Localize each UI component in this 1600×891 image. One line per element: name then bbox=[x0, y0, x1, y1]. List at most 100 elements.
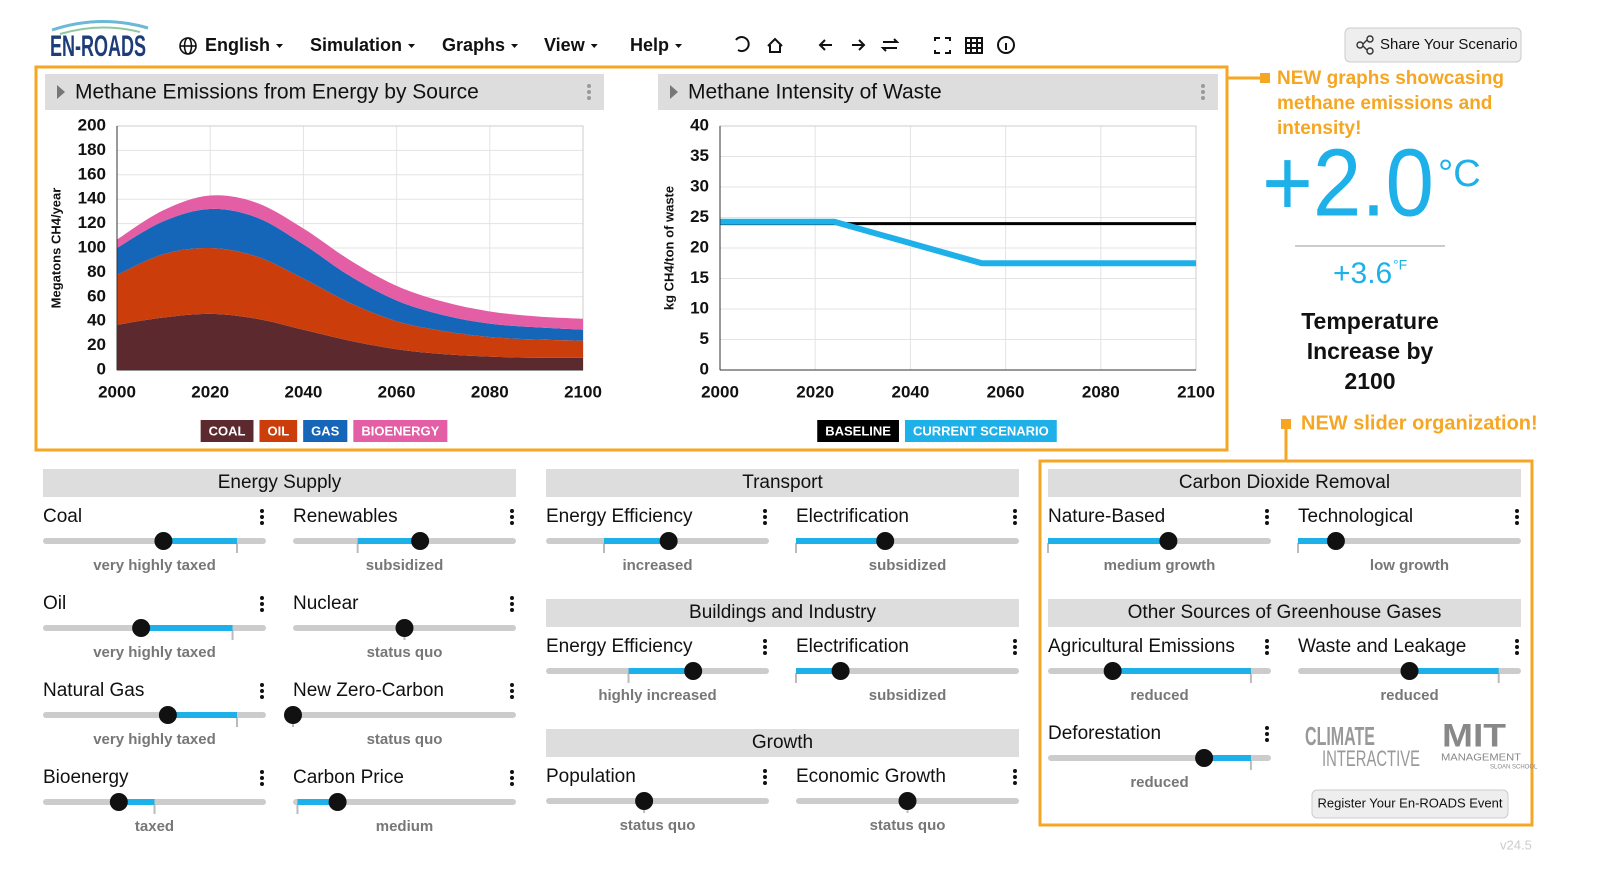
menu-item[interactable]: English bbox=[205, 35, 270, 55]
x-tick-label: 2020 bbox=[796, 382, 834, 401]
menu-item[interactable]: View bbox=[544, 35, 586, 55]
legend-swatch[interactable] bbox=[259, 420, 298, 442]
slider-status: status quo bbox=[367, 731, 443, 748]
menu-dot bbox=[1515, 651, 1519, 655]
slider-knob[interactable] bbox=[1195, 749, 1214, 767]
group-header bbox=[43, 469, 516, 497]
slider-knob[interactable] bbox=[1103, 662, 1122, 680]
temperature-fahrenheit: +3.6 bbox=[1333, 257, 1392, 290]
legend-label[interactable]: OIL bbox=[267, 423, 289, 438]
area bbox=[117, 313, 583, 370]
menu-dot bbox=[763, 781, 767, 785]
menu-dot bbox=[1013, 515, 1017, 519]
legend-label[interactable]: GAS bbox=[311, 423, 340, 438]
legend-label[interactable]: BASELINE bbox=[825, 423, 891, 438]
slider-label: Oil bbox=[43, 593, 66, 614]
legend-label[interactable]: BIOENERGY bbox=[361, 423, 439, 438]
legend-swatch[interactable] bbox=[904, 420, 1057, 442]
legend-swatch[interactable] bbox=[353, 420, 448, 442]
logo-interactive: INTERACTIVE bbox=[1322, 746, 1420, 771]
register-button[interactable] bbox=[1311, 789, 1509, 819]
slider-knob[interactable] bbox=[876, 532, 895, 550]
menu-dot bbox=[510, 509, 514, 513]
menu-dot bbox=[1201, 96, 1205, 100]
menu-item[interactable]: Help bbox=[630, 35, 669, 55]
menu-dot bbox=[510, 782, 514, 786]
slider-knob[interactable] bbox=[158, 706, 177, 724]
y-tick-label: 60 bbox=[87, 286, 106, 305]
menu-item[interactable]: Simulation bbox=[310, 35, 402, 55]
slider-label: Carbon Price bbox=[293, 767, 404, 788]
legend-swatch[interactable] bbox=[200, 420, 254, 442]
group-header bbox=[546, 469, 1019, 497]
slider-knob[interactable] bbox=[1326, 532, 1345, 550]
register-button-label[interactable]: Register Your En-ROADS Event bbox=[1318, 795, 1503, 810]
slider-knob[interactable] bbox=[1400, 662, 1419, 680]
slider-status: very highly taxed bbox=[93, 644, 216, 661]
y-tick-label: 0 bbox=[700, 359, 709, 378]
legend-swatch[interactable] bbox=[817, 420, 899, 442]
slider-fill bbox=[163, 538, 238, 544]
slider-fill bbox=[1298, 538, 1336, 544]
panel-header bbox=[658, 74, 1218, 110]
slider-track bbox=[546, 798, 769, 804]
collapse-arrow bbox=[670, 85, 678, 99]
x-tick-label: 2060 bbox=[378, 382, 416, 401]
dropdown-caret bbox=[590, 44, 598, 48]
menu-dot bbox=[1515, 515, 1519, 519]
group-title: Growth bbox=[752, 732, 813, 753]
share-button-label[interactable]: Share Your Scenario bbox=[1380, 36, 1518, 53]
slider-knob[interactable] bbox=[284, 706, 302, 724]
slider-knob[interactable] bbox=[1159, 532, 1178, 550]
menu-dot bbox=[763, 509, 767, 513]
slider-knob[interactable] bbox=[328, 793, 347, 811]
slider-fill bbox=[1204, 755, 1251, 761]
slider-status: increased bbox=[622, 557, 692, 574]
menu-dot bbox=[763, 775, 767, 779]
x-tick-label: 2040 bbox=[284, 382, 322, 401]
slider-status: status quo bbox=[870, 817, 946, 834]
menu-dot bbox=[260, 776, 264, 780]
slider-label: Waste and Leakage bbox=[1298, 636, 1466, 657]
slider-knob[interactable] bbox=[831, 662, 850, 680]
legend-label[interactable]: COAL bbox=[209, 423, 246, 438]
menu-dot bbox=[1515, 639, 1519, 643]
slider-knob[interactable] bbox=[635, 792, 654, 810]
slider-status: status quo bbox=[620, 817, 696, 834]
slider-knob[interactable] bbox=[395, 619, 414, 637]
slider-knob[interactable] bbox=[154, 532, 173, 550]
group-title: Other Sources of Greenhouse Gases bbox=[1128, 602, 1442, 623]
slider-knob[interactable] bbox=[898, 792, 917, 810]
legend-swatch[interactable] bbox=[303, 420, 348, 442]
share-button[interactable] bbox=[1344, 27, 1522, 63]
slider-label: Bioenergy bbox=[43, 767, 129, 788]
menu-dot bbox=[763, 521, 767, 525]
logo-climate: CLIMATE bbox=[1305, 721, 1375, 751]
slider-knob[interactable] bbox=[659, 532, 678, 550]
collapse-arrow bbox=[57, 85, 65, 99]
slider-status: highly increased bbox=[598, 687, 716, 704]
slider-label: Agricultural Emissions bbox=[1048, 636, 1235, 657]
legend-label[interactable]: CURRENT SCENARIO bbox=[913, 423, 1049, 438]
x-tick-label: 2100 bbox=[1177, 382, 1215, 401]
toolbar-icons[interactable] bbox=[735, 36, 1015, 54]
slider-knob[interactable] bbox=[109, 793, 128, 811]
menu-dot bbox=[587, 96, 591, 100]
menu-dot bbox=[510, 521, 514, 525]
menu-dot bbox=[1265, 645, 1269, 649]
slider-label: Economic Growth bbox=[796, 766, 946, 787]
menu-dot bbox=[260, 695, 264, 699]
slider-knob[interactable] bbox=[684, 662, 703, 680]
menu-dot bbox=[260, 509, 264, 513]
slider-status: very highly taxed bbox=[93, 557, 216, 574]
slider-label: Electrification bbox=[796, 636, 909, 657]
menu-dot bbox=[510, 608, 514, 612]
area bbox=[117, 247, 583, 358]
slider-status: reduced bbox=[1380, 687, 1438, 704]
slider-status: taxed bbox=[135, 818, 174, 835]
slider-knob[interactable] bbox=[411, 532, 430, 550]
slider-knob[interactable] bbox=[132, 619, 151, 637]
menu-item[interactable]: Graphs bbox=[442, 35, 505, 55]
menu-dot bbox=[260, 515, 264, 519]
